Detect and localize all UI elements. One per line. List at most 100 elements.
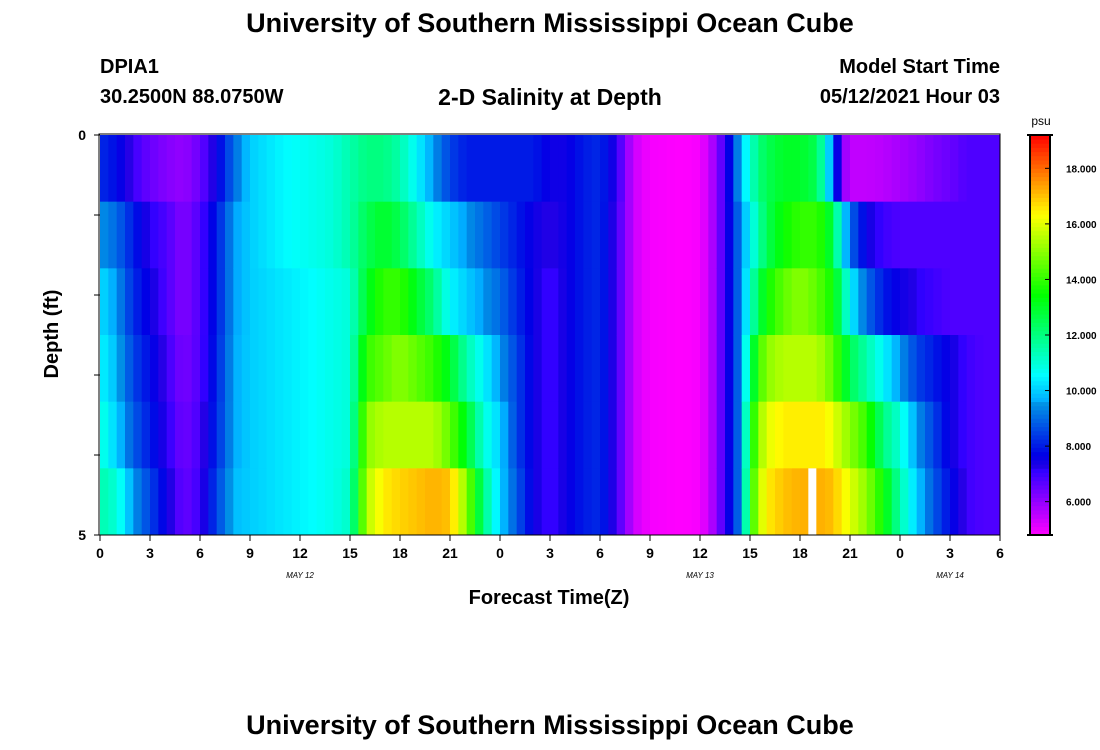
heatmap-cell [800,135,809,203]
heatmap-cell [933,268,943,336]
heatmap-cell [183,468,193,536]
heatmap-cell [250,335,259,403]
heatmap-cell [933,201,943,269]
heatmap-cell [700,201,709,269]
colorbar-swatch [1030,426,1050,432]
heatmap-cell [575,401,584,469]
heatmap-cell [766,201,776,269]
heatmap-cell [691,135,701,203]
heatmap-cell [625,201,634,269]
heatmap-cell [291,401,301,469]
colorbar-swatch [1030,218,1050,223]
heatmap-cell [241,201,251,269]
date-labels: MAY 12 MAY 13 MAY 14 [286,571,964,580]
heatmap-cell [375,401,384,469]
heatmap-cell [566,135,576,203]
heatmap-cell [866,401,876,469]
heatmap-cell [908,401,918,469]
heatmap-cell [883,401,893,469]
heatmap-cell [258,135,268,203]
heatmap-cell [283,268,293,336]
colorbar-swatch [1030,143,1050,148]
colorbar-swatch [1030,414,1050,419]
heatmap-cell [350,268,359,336]
heatmap-cell [891,268,901,336]
heatmap-cell [383,401,393,469]
heatmap-cell [750,468,759,536]
heatmap-cell [641,201,651,269]
heatmap-cell [308,335,318,403]
heatmap-cell [741,268,751,336]
heatmap-cell [416,335,426,403]
heatmap-cell [266,268,276,336]
heatmap-cell [916,401,926,469]
heatmap-cell [108,268,118,336]
heatmap-cell [641,401,651,469]
heatmap-cell [800,201,809,269]
heatmap-cell [625,268,634,336]
heatmap-cell [766,335,776,403]
heatmap-cell [508,335,518,403]
heatmap-cell [166,401,176,469]
colorbar-swatch [1030,280,1050,286]
colorbar-swatch [1030,180,1050,186]
heatmap-cell [858,201,868,269]
colorbar-swatch [1030,385,1050,390]
x-tick-label: 6 [196,545,204,561]
heatmap-cell [825,335,834,403]
heatmap-cell [891,401,901,469]
heatmap-cell [425,401,434,469]
heatmap-cell [208,468,218,536]
heatmap-cell [925,468,934,536]
heatmap-cell [158,468,168,536]
heatmap-cell [916,268,926,336]
heatmap-cell [341,135,351,203]
colorbar-unit: psu [1031,114,1050,128]
heatmap-cell [550,201,559,269]
heatmap-cell [441,401,451,469]
heatmap-cell [250,468,259,536]
heatmap-cell [216,201,226,269]
colorbar-tick-label: 12.000 [1066,331,1097,342]
colorbar-swatch [1030,164,1050,169]
heatmap-cell [158,201,168,269]
heatmap-cell [408,401,418,469]
heatmap-cell [633,401,643,469]
heatmap-cell [400,135,409,203]
heatmap-cell [458,468,468,536]
colorbar-swatch [1030,389,1050,394]
heatmap-cell [233,468,243,536]
heatmap-cell [308,401,318,469]
heatmap-cell [908,201,918,269]
heatmap-cell [625,468,634,536]
heatmap-cell [225,135,234,203]
heatmap-cell [333,135,343,203]
heatmap-cell [583,468,593,536]
heatmap-cell [325,135,334,203]
heatmap-cell [775,401,784,469]
heatmap-cell [283,135,293,203]
heatmap-cell [858,135,868,203]
heatmap-cell [941,468,951,536]
heatmap-cell [358,335,368,403]
heatmap-cell [750,268,759,336]
heatmap-cell [475,135,484,203]
heatmap-cell [733,335,743,403]
heatmap-cell [991,468,1001,536]
heatmap-cell [900,468,909,536]
heatmap-cell [291,135,301,203]
heatmap-cell [558,135,568,203]
heatmap-cell [358,135,368,203]
heatmap-cell [875,135,884,203]
heatmap-cell [333,335,343,403]
colorbar-swatch [1030,239,1050,244]
colorbar-swatch [1030,472,1050,478]
heatmap-cell [241,268,251,336]
colorbar: 6.000 8.000 10.000 12.000 14.000 16.000 18.000 [1027,134,1097,536]
heatmap-cell [408,135,418,203]
heatmap-cell [275,135,284,203]
heatmap-cell [891,135,901,203]
heatmap-cell [258,335,268,403]
heatmap-cell [500,135,509,203]
heatmap-cell [266,201,276,269]
